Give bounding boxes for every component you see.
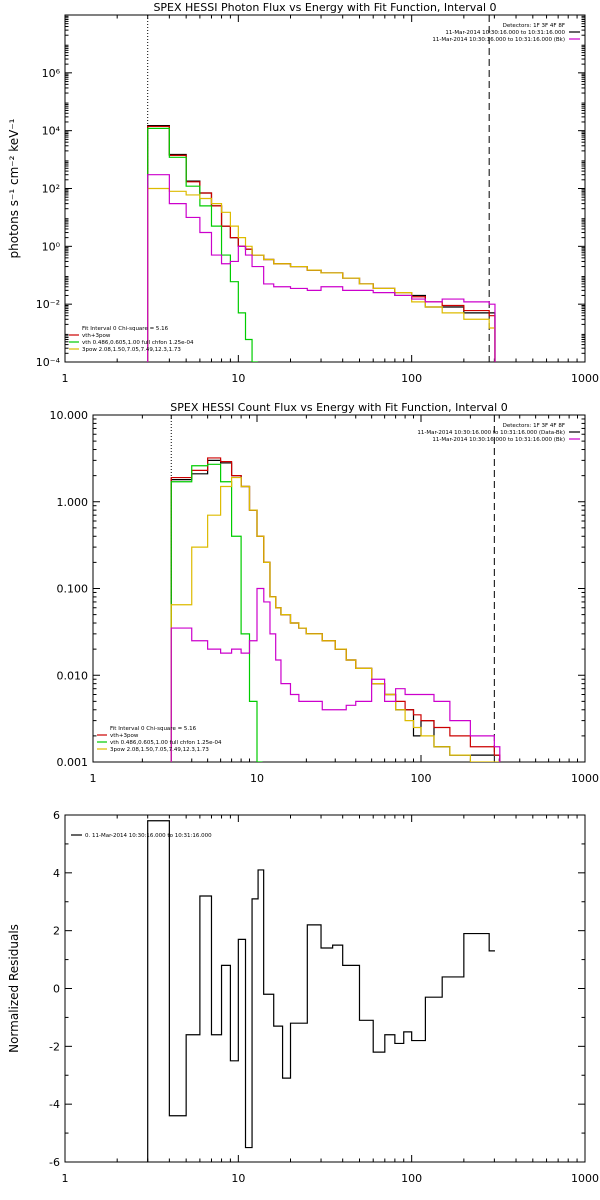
y-tick-label: -4 — [49, 1098, 60, 1111]
series-line — [170, 587, 501, 762]
legend-entry: 0. 11-Mar-2014 10:30:16.000 to 10:31:16.… — [85, 833, 212, 839]
y-tick-label: 10⁻⁴ — [36, 356, 61, 369]
x-tick-label: 100 — [401, 372, 422, 385]
legend-entry: vth+3pow — [110, 733, 139, 739]
x-tick-label: 1 — [62, 1172, 69, 1185]
legend-entry: Fit Interval 0 Chi-square = 5.16 — [110, 726, 197, 732]
x-tick-label: 1 — [62, 372, 69, 385]
x-tick-label: 10 — [250, 772, 264, 785]
chart-title: SPEX HESSI Count Flux vs Energy with Fit… — [170, 401, 507, 414]
x-tick-label: 1 — [90, 772, 97, 785]
y-tick-label: -2 — [49, 1040, 60, 1053]
y-tick-label: 4 — [53, 867, 60, 880]
y-tick-label: 0 — [53, 983, 60, 996]
legend-entry: vth+3pow — [82, 333, 111, 339]
series-line — [147, 124, 496, 362]
y-tick-label: 10² — [42, 183, 60, 196]
y-tick-label: 6 — [53, 809, 60, 822]
legend-entry: vth 0.486,0.605,1.00 full chfon 1.25e-04 — [110, 740, 222, 746]
plot-frame — [64, 814, 586, 1163]
series-line — [147, 125, 496, 362]
legend-entry: 3pow 2.08,1.50,7.05,7.49,12.3,1.73 — [110, 747, 209, 753]
plot-frame — [64, 14, 586, 363]
x-tick-label: 100 — [411, 772, 432, 785]
count-flux-panel: SPEX HESSI Count Flux vs Energy with Fit… — [50, 401, 600, 785]
x-tick-label: 100 — [401, 1172, 422, 1185]
series-group — [147, 124, 496, 362]
legend-entry: vth 0.486,0.605,1.00 full chfon 1.25e-04 — [82, 340, 194, 346]
legend-entry: 11-Mar-2014 10:30:16.000 to 10:31:16.000… — [432, 437, 565, 443]
y-tick-label: 1.000 — [57, 496, 89, 509]
series-group — [170, 457, 501, 762]
series-line — [147, 174, 496, 362]
series-line — [170, 476, 500, 762]
photon-flux-panel: SPEX HESSI Photon Flux vs Energy with Fi… — [7, 1, 599, 385]
y-tick-label: 10⁰ — [42, 240, 61, 253]
legend-entry: 11-Mar-2014 10:30:16.000 to 10:31:16.000 — [445, 30, 565, 36]
y-axis-label: photons s⁻¹ cm⁻² keV⁻¹ — [7, 118, 21, 258]
x-tick-label: 10 — [231, 372, 245, 385]
y-tick-label: 10.000 — [50, 409, 89, 422]
x-tick-label: 1000 — [571, 1172, 599, 1185]
y-tick-label: 2 — [53, 925, 60, 938]
y-tick-label: 10⁴ — [42, 125, 61, 138]
legend-entry: Detectors: 1F 3F 4F 8F — [503, 23, 565, 29]
x-tick-label: 1000 — [571, 772, 599, 785]
legend-entry: 11-Mar-2014 10:30:16.000 to 10:31:16.000… — [432, 37, 565, 43]
y-axis-label: Normalized Residuals — [7, 924, 21, 1053]
y-tick-label: 0.010 — [57, 669, 89, 682]
series-line — [147, 187, 496, 362]
x-tick-label: 10 — [231, 1172, 245, 1185]
y-tick-label: 0.100 — [57, 583, 89, 596]
legend-entry: 11-Mar-2014 10:30:16.000 to 10:31:16.000… — [417, 430, 565, 436]
y-tick-label: -6 — [49, 1156, 60, 1169]
legend-entry: Fit Interval 0 Chi-square = 5.16 — [82, 326, 169, 332]
x-tick-label: 1000 — [571, 372, 599, 385]
y-tick-label: 10⁶ — [42, 67, 61, 80]
series-line — [147, 127, 258, 362]
y-tick-label: 0.001 — [57, 756, 89, 769]
series-line — [170, 463, 263, 762]
legend-entry: Detectors: 1F 3F 4F 8F — [503, 423, 565, 429]
series-line — [147, 820, 495, 1162]
residuals-panel: Normalized Residuals 1 10 100 1000 -6 -4 -2 0 2 4 6… — [7, 809, 599, 1185]
y-tick-label: 10⁻² — [36, 298, 60, 311]
legend-entry: 3pow 2.08,1.50,7.05,7.49,12.3,1.73 — [82, 347, 181, 353]
series-group — [147, 820, 495, 1162]
chart-title: SPEX HESSI Photon Flux vs Energy with Fi… — [153, 1, 496, 14]
